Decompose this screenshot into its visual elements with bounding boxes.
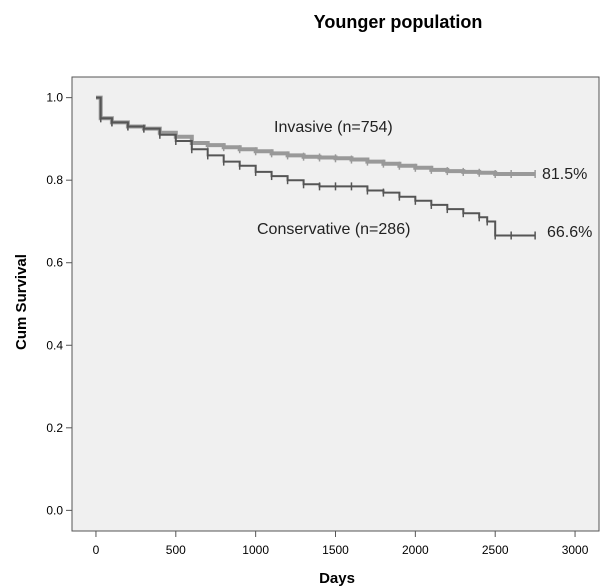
y-axis-label: Cum Survival [13, 254, 30, 350]
y-axis-ticks: 0.0 0.2 0.4 0.6 0.8 1.0 [46, 91, 72, 517]
series-label-conservative: Conservative (n=286) [257, 221, 410, 238]
x-tick-label: 500 [166, 543, 186, 557]
end-label-conservative: 66.6% [547, 224, 592, 241]
y-tick-label: 0.0 [46, 503, 63, 517]
y-tick-label: 0.8 [46, 173, 63, 187]
x-axis-ticks: 0 500 1000 1500 2000 2500 3000 [93, 531, 589, 557]
end-label-invasive: 81.5% [542, 166, 587, 183]
y-tick-label: 0.6 [46, 256, 63, 270]
x-axis-label: Days [319, 570, 355, 587]
x-tick-label: 3000 [562, 543, 589, 557]
x-tick-label: 2500 [482, 543, 509, 557]
series-label-invasive: Invasive (n=754) [274, 119, 393, 136]
y-tick-label: 1.0 [46, 91, 63, 105]
x-tick-label: 1500 [322, 543, 349, 557]
x-tick-label: 2000 [402, 543, 429, 557]
y-tick-label: 0.2 [46, 421, 63, 435]
x-tick-label: 0 [93, 543, 100, 557]
x-tick-label: 1000 [242, 543, 269, 557]
plot-area [71, 76, 600, 532]
series-line-conservative [96, 96, 536, 237]
chart-title: Younger population [314, 12, 483, 32]
y-tick-label: 0.4 [46, 338, 63, 352]
series-layer [96, 95, 536, 240]
